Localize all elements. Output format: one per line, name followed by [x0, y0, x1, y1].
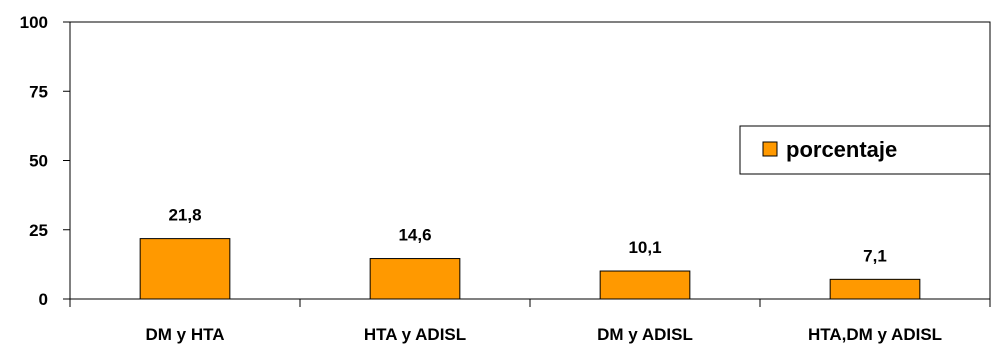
legend-swatch	[762, 141, 778, 157]
bar	[599, 270, 691, 300]
y-tick-label: 50	[29, 152, 48, 171]
x-category-label: DM y ADISL	[597, 325, 693, 344]
bars-group	[139, 238, 921, 300]
bar-value-label: 14,6	[398, 226, 431, 245]
x-category-label: DM y HTA	[145, 325, 224, 344]
bar-value-label: 7,1	[863, 246, 887, 265]
bar	[369, 258, 461, 300]
data-labels-group: 21,8 14,6 10,1 7,1	[168, 206, 886, 266]
y-tick-label: 25	[29, 221, 48, 240]
legend: porcentaje	[739, 125, 991, 175]
bar	[139, 238, 231, 300]
bar-value-label: 10,1	[628, 238, 661, 257]
y-tick-label: 75	[29, 82, 48, 101]
y-tick-label: 100	[20, 13, 48, 32]
x-category-label: HTA y ADISL	[364, 325, 466, 344]
x-category-label: HTA,DM y ADISL	[808, 325, 942, 344]
legend-box	[739, 125, 991, 175]
bar	[829, 278, 921, 300]
x-axis: DM y HTA HTA y ADISL DM y ADISL HTA,DM y AD…	[69, 299, 991, 344]
y-tick-label: 0	[39, 290, 48, 309]
bar-value-label: 21,8	[168, 206, 201, 225]
y-axis: 0 25 50 75 100	[20, 13, 70, 309]
legend-label: porcentaje	[786, 137, 897, 162]
